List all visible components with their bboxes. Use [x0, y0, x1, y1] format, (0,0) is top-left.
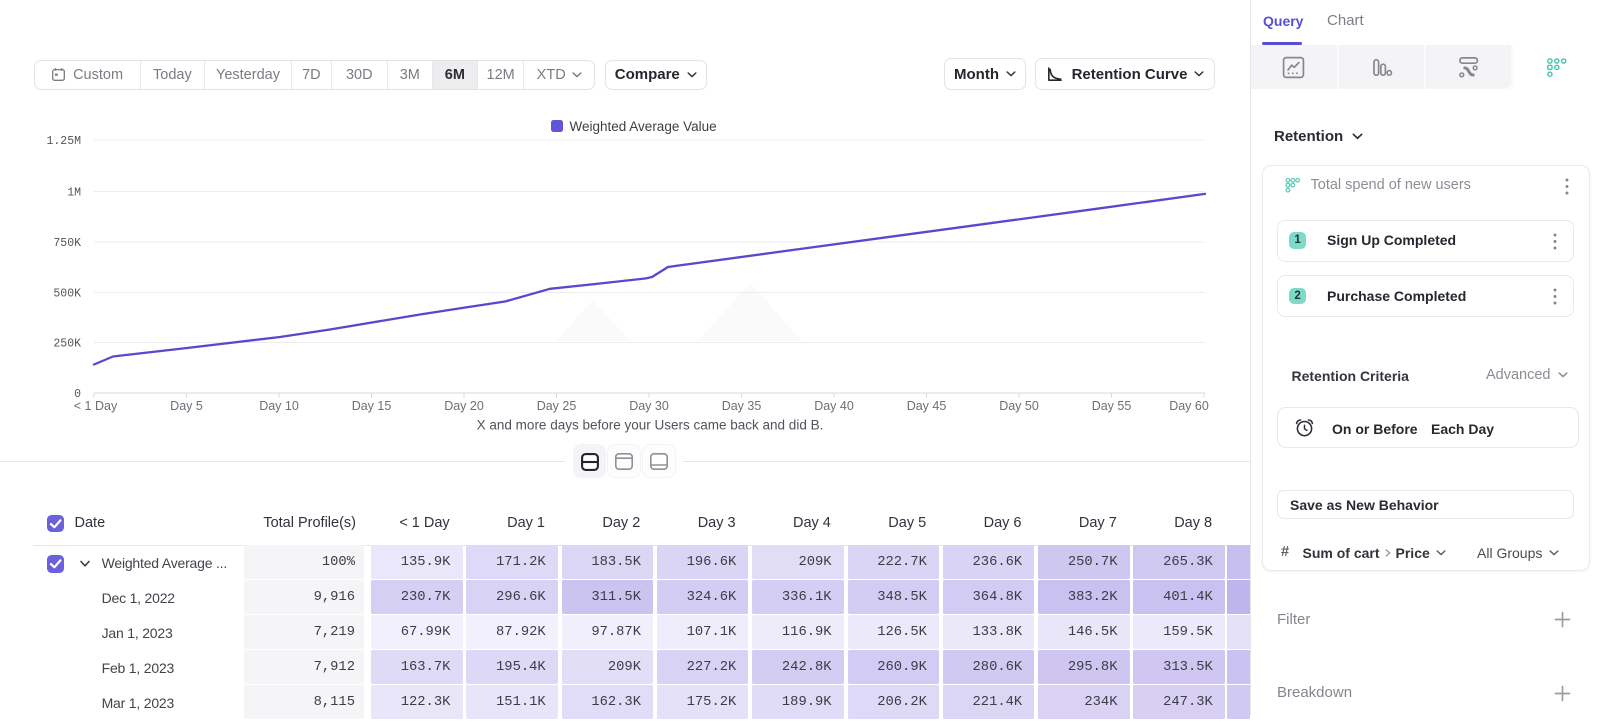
svg-text:X and more days before your Us: X and more days before your Users came b…: [477, 418, 824, 433]
svg-text:500K: 500K: [53, 288, 81, 301]
svg-text:Day 15: Day 15: [352, 399, 392, 413]
svg-text:Day 20: Day 20: [444, 399, 484, 413]
svg-text:< 1 Day: < 1 Day: [74, 399, 118, 413]
svg-text:1.25M: 1.25M: [46, 135, 81, 148]
svg-text:Day 10: Day 10: [259, 399, 299, 413]
svg-text:0: 0: [74, 388, 81, 401]
svg-text:1M: 1M: [67, 187, 81, 200]
svg-text:Day 30: Day 30: [629, 399, 669, 413]
svg-text:Day 60: Day 60: [1169, 399, 1209, 413]
svg-text:Day 50: Day 50: [999, 399, 1039, 413]
svg-text:Day 35: Day 35: [722, 399, 762, 413]
svg-text:Day 40: Day 40: [814, 399, 854, 413]
svg-text:250K: 250K: [53, 338, 81, 351]
svg-text:Day 5: Day 5: [170, 399, 203, 413]
svg-text:Day 45: Day 45: [907, 399, 947, 413]
svg-text:Day 25: Day 25: [537, 399, 577, 413]
svg-text:750K: 750K: [53, 237, 81, 250]
svg-text:Day 55: Day 55: [1092, 399, 1132, 413]
